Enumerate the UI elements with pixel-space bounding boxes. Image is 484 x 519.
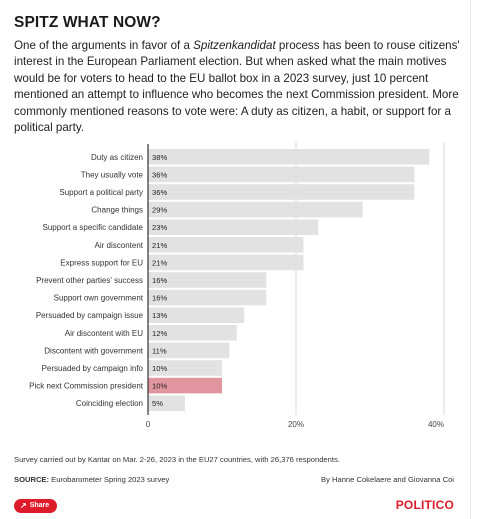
- category-label-10: Air discontent with EU: [65, 329, 143, 338]
- category-label-8: Support own government: [54, 294, 144, 303]
- share-button[interactable]: ↗ Share: [14, 499, 58, 513]
- share-label: Share: [29, 502, 50, 509]
- value-label-11: 11%: [152, 346, 167, 355]
- headline: SPITZ WHAT NOW?: [14, 14, 161, 31]
- value-label-4: 23%: [152, 223, 167, 232]
- value-label-7: 16%: [152, 276, 167, 285]
- x-tick-label-0: 0: [146, 420, 151, 429]
- bar-11: [148, 342, 230, 359]
- source-line: SOURCE: Eurobarometer Spring 2023 survey: [14, 475, 169, 484]
- value-label-6: 21%: [152, 258, 167, 267]
- bar-14: [148, 395, 185, 411]
- category-label-12: Persuaded by campaign info: [42, 364, 144, 373]
- value-label-14: 5%: [152, 399, 163, 408]
- value-label-0: 38%: [152, 153, 167, 162]
- x-tick-label-2: 40%: [428, 420, 444, 429]
- bar-5: [148, 237, 304, 253]
- category-label-2: Support a political party: [59, 188, 143, 197]
- bar-1: [148, 166, 415, 183]
- category-label-5: Air discontent: [95, 241, 144, 250]
- x-tick-label-1: 20%: [288, 420, 304, 429]
- value-label-2: 36%: [152, 188, 167, 197]
- category-label-13: Pick next Commission president: [29, 382, 144, 391]
- dek-emphasis: Spitzenkandidat: [193, 39, 276, 52]
- dek-text-2: process has been to rouse citizens' inte…: [14, 39, 460, 135]
- bar-2: [148, 184, 415, 200]
- bar-0: [148, 149, 430, 165]
- bar-7: [148, 272, 267, 288]
- value-label-5: 21%: [152, 241, 167, 250]
- bar-6: [148, 254, 304, 271]
- category-label-1: They usually vote: [81, 170, 144, 179]
- share-icon: ↗: [20, 501, 27, 510]
- source-label: SOURCE:: [14, 475, 50, 484]
- graphic-frame: SPITZ WHAT NOW? One of the arguments in …: [14, 0, 471, 519]
- source-text: Eurobarometer Spring 2023 survey: [49, 475, 170, 484]
- category-label-0: Duty as citizen: [91, 153, 143, 162]
- bar-chart: Duty as citizen 38% They usually vote 36% Su…: [29, 142, 445, 429]
- value-label-9: 13%: [152, 311, 167, 320]
- value-label-1: 36%: [152, 170, 167, 179]
- bar-3: [148, 201, 363, 218]
- category-label-11: Discontent with government: [44, 346, 143, 355]
- value-label-3: 29%: [152, 206, 167, 215]
- value-label-10: 12%: [152, 329, 167, 338]
- value-label-13: 10%: [152, 382, 167, 391]
- value-label-8: 16%: [152, 294, 167, 303]
- bar-10: [148, 325, 237, 341]
- bar-12: [148, 360, 222, 376]
- bar-8: [148, 289, 267, 306]
- value-label-12: 10%: [152, 364, 167, 373]
- category-label-6: Express support for EU: [60, 258, 143, 267]
- category-label-4: Support a specific candidate: [42, 223, 143, 232]
- category-label-7: Prevent other parties' success: [36, 276, 143, 285]
- byline: By Hanne Cokelaere and Giovanna Coi: [321, 475, 454, 484]
- bar-4: [148, 219, 319, 235]
- category-label-3: Change things: [91, 206, 143, 215]
- dek: One of the arguments in favor of a Spitz…: [14, 38, 462, 136]
- dek-text-1: One of the arguments in favor of a: [14, 39, 194, 52]
- bar-13: [148, 377, 222, 394]
- bar-9: [148, 307, 245, 323]
- politico-logo: POLITICO: [395, 498, 454, 512]
- category-label-14: Coinciding election: [76, 399, 143, 408]
- survey-note: Survey carried out by Kantar on Mar. 2-2…: [14, 455, 340, 464]
- category-label-9: Persuaded by campaign issue: [36, 311, 144, 320]
